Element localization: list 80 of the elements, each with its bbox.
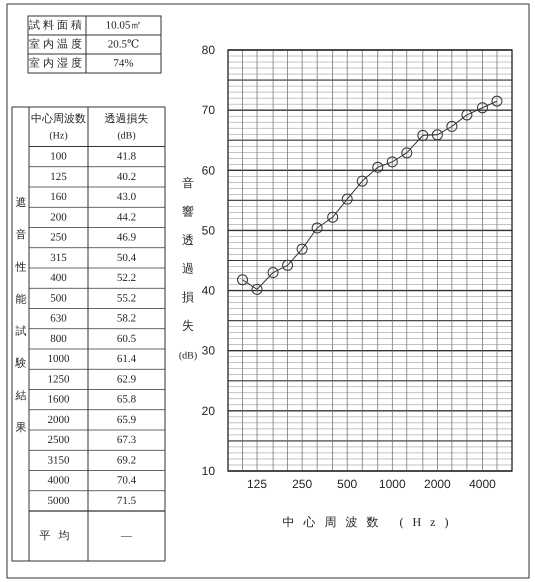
- y-tick-label: 70: [202, 103, 216, 118]
- y-tick-label: 20: [202, 404, 216, 418]
- x-tick-label: 4000: [469, 477, 496, 491]
- text: 50.4: [116, 252, 137, 264]
- text: 55.2: [116, 292, 136, 304]
- point: [327, 212, 338, 223]
- text: 平均: [40, 530, 78, 542]
- text: 400: [50, 272, 68, 284]
- text: 1250: [48, 373, 70, 386]
- text: 2000: [48, 414, 70, 426]
- point: [252, 284, 263, 295]
- text: 室内湿度: [29, 56, 85, 70]
- text: 800: [50, 332, 68, 345]
- text: 46.9: [116, 232, 137, 244]
- x-tick-label: 125: [247, 477, 268, 491]
- text: 200: [50, 211, 68, 224]
- point: [491, 96, 502, 107]
- text: 71.5: [116, 494, 137, 507]
- point: [417, 130, 428, 141]
- text: 160: [50, 191, 68, 204]
- point: [342, 194, 353, 205]
- text: 69.2: [116, 454, 136, 466]
- point: [372, 162, 384, 173]
- y-tick-label: 50: [202, 223, 216, 238]
- point: [386, 156, 398, 168]
- text: 630: [50, 312, 68, 325]
- text: 500: [50, 292, 68, 304]
- x-tick-label: 1000: [378, 477, 406, 491]
- text: 1000: [48, 353, 70, 366]
- x-tick-label: 250: [292, 477, 312, 491]
- text: 65.8: [116, 394, 137, 406]
- text: 250: [50, 232, 68, 244]
- point: [312, 222, 323, 234]
- text: 3150: [48, 454, 70, 466]
- point: [268, 267, 279, 278]
- point: [356, 176, 368, 187]
- point: [432, 129, 443, 140]
- text: 40.2: [116, 170, 136, 183]
- point: [282, 260, 294, 271]
- x-axis-title: 中心周波数 (Hz): [282, 515, 458, 529]
- text: 100: [50, 150, 68, 163]
- text: 74%: [113, 58, 134, 70]
- point: [296, 244, 308, 255]
- text: 44.2: [116, 211, 136, 224]
- text: 10.05㎡: [106, 20, 142, 32]
- text: 62.9: [116, 373, 137, 386]
- point: [446, 120, 458, 132]
- y-tick-label: 40: [202, 284, 216, 298]
- text: 65.9: [116, 414, 137, 426]
- text: 125: [50, 170, 68, 183]
- text: 1600: [48, 394, 70, 406]
- text: 2500: [48, 434, 70, 446]
- point: [476, 102, 488, 114]
- text: 遮音性能試験結果: [16, 197, 26, 434]
- point: [461, 109, 472, 120]
- y-tick-label: 10: [202, 464, 216, 478]
- text: 20.5℃: [108, 38, 140, 50]
- text: 43.0: [116, 191, 137, 204]
- text: 41.8: [116, 150, 137, 163]
- y-tick-label: 80: [202, 43, 216, 57]
- text: 透過損失 (dB): [104, 112, 148, 142]
- text: 315: [50, 252, 68, 264]
- text: 70.4: [116, 474, 137, 487]
- x-tick-label: 2000: [424, 477, 452, 491]
- text: 61.4: [116, 353, 137, 366]
- text: 67.3: [116, 434, 137, 446]
- text: 中心周波数 (Hz): [31, 112, 86, 142]
- x-tick-label: 500: [337, 477, 358, 491]
- y-tick-label: 30: [202, 344, 216, 358]
- text: 58.2: [116, 312, 136, 325]
- text: 5000: [48, 494, 70, 507]
- text: —: [120, 530, 133, 542]
- y-tick-label: 60: [202, 163, 216, 178]
- text: 52.2: [116, 272, 136, 284]
- point: [237, 274, 248, 286]
- text: 60.5: [116, 332, 137, 345]
- text: 音響透過損失 (dB): [178, 176, 198, 362]
- point: [401, 147, 412, 158]
- text: 試料面積: [29, 18, 85, 32]
- text: 室内温度: [29, 38, 85, 50]
